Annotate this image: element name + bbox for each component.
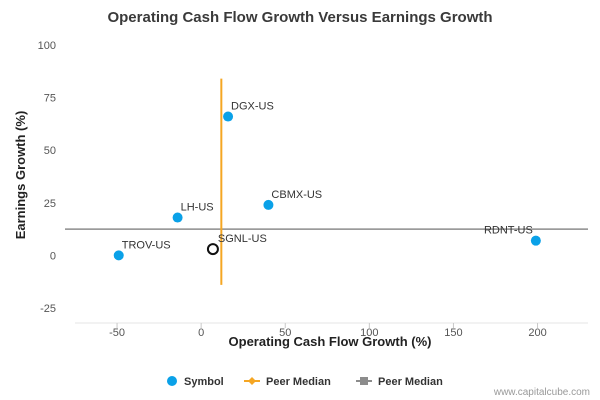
- data-point-label: LH-US: [181, 202, 214, 214]
- x-tick-label: 200: [528, 327, 546, 339]
- x-tick-label: 50: [279, 327, 291, 339]
- highlight-point-label: SGNL-US: [218, 233, 267, 245]
- data-point-label: RDNT-US: [484, 225, 533, 237]
- legend-label: Symbol: [184, 376, 224, 388]
- legend-label: Peer Median: [378, 376, 443, 388]
- data-point: [223, 111, 234, 122]
- data-point: [113, 250, 124, 261]
- y-tick-label: 75: [44, 93, 56, 105]
- x-axis-ticks: -50 0 50 100 150 200: [109, 323, 547, 339]
- highlight-point: [206, 243, 219, 256]
- legend-symbol-marker: [167, 376, 177, 386]
- data-point-label: TROV-US: [122, 239, 171, 251]
- y-tick-label: 25: [44, 198, 56, 210]
- credit-text: www.capitalcube.com: [493, 387, 590, 398]
- y-axis-title: Earnings Growth (%): [13, 111, 28, 240]
- y-tick-label: 0: [50, 250, 56, 262]
- x-tick-label: 150: [444, 327, 462, 339]
- data-point: [172, 212, 183, 223]
- legend-diamond-marker: [248, 377, 256, 385]
- chart-title: Operating Cash Flow Growth Versus Earnin…: [107, 9, 492, 26]
- y-axis-ticks: -25 0 25 50 75 100: [38, 40, 56, 315]
- legend: Symbol Peer Median Peer Median: [167, 376, 443, 388]
- data-point: [530, 235, 541, 246]
- x-axis-title: Operating Cash Flow Growth (%): [229, 334, 432, 349]
- y-tick-label: 50: [44, 145, 56, 157]
- data-points: DGX-US CBMX-US LH-US TROV-US RDNT-US SGNL-US: [113, 101, 541, 261]
- x-tick-label: 0: [198, 327, 204, 339]
- y-tick-label: -25: [40, 303, 56, 315]
- data-point-label: DGX-US: [231, 101, 274, 113]
- peer-median-lines: [65, 78, 588, 285]
- legend-label: Peer Median: [266, 376, 331, 388]
- y-tick-label: 100: [38, 40, 56, 52]
- x-tick-label: 100: [360, 327, 378, 339]
- data-point: [263, 199, 274, 210]
- data-point-label: CBMX-US: [271, 189, 322, 201]
- x-tick-label: -50: [109, 327, 125, 339]
- legend-square-marker: [360, 377, 368, 385]
